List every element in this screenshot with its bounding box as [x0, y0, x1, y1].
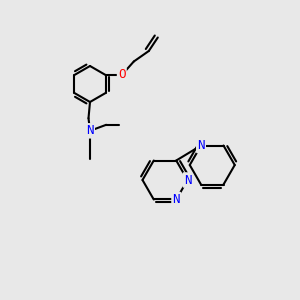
Text: N: N: [184, 173, 191, 187]
Text: N: N: [172, 193, 180, 206]
Text: N: N: [197, 139, 205, 152]
Text: O: O: [118, 68, 125, 82]
Text: N: N: [86, 124, 94, 137]
